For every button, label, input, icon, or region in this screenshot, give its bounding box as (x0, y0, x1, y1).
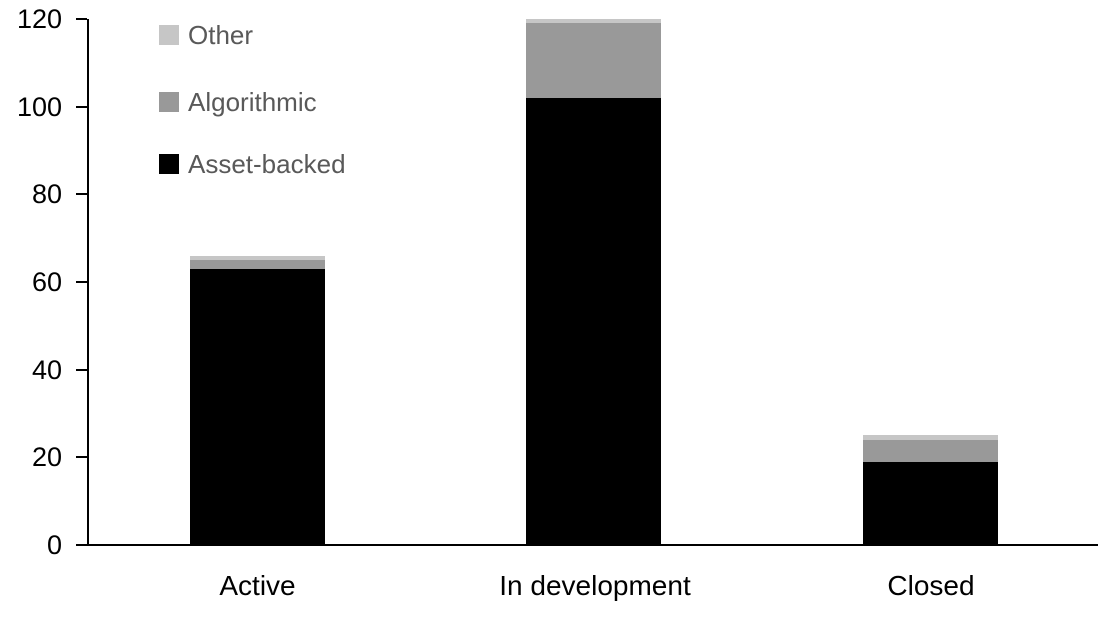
y-tick-label: 0 (46, 530, 62, 560)
y-tick-mark (76, 193, 87, 196)
y-tick-label: 100 (16, 91, 62, 122)
bar-in-development (525, 19, 661, 545)
bar-segment-asset-backed (525, 97, 661, 545)
legend-swatch-icon (159, 92, 179, 112)
legend-item-other: Other (159, 20, 253, 50)
y-tick-label: 60 (31, 267, 62, 297)
bar-segment-algorithmic (190, 260, 325, 269)
legend-item-algorithmic: Algorithmic (159, 87, 317, 117)
bar-segment-algorithmic (525, 23, 661, 98)
y-tick-label: 20 (31, 442, 62, 473)
bar-segment-asset-backed (190, 268, 325, 545)
x-category-label: Active (219, 570, 296, 601)
bar-active (190, 255, 325, 545)
bar-segment-other (525, 19, 661, 24)
x-category-label: Closed (887, 570, 975, 601)
x-category-label: In development (499, 570, 691, 601)
y-tick-label: 80 (31, 179, 62, 210)
y-tick-mark (76, 368, 87, 371)
legend-label: Algorithmic (188, 86, 317, 117)
y-tick-mark (76, 18, 87, 20)
bar-segment-other (190, 255, 325, 261)
legend-item-asset-backed: Asset-backed (159, 149, 346, 179)
y-tick-label: 120 (16, 4, 62, 34)
bar-segment-algorithmic (862, 439, 998, 462)
x-axis (87, 544, 1098, 546)
bar-segment-other (862, 435, 998, 440)
y-tick-mark (76, 456, 87, 459)
y-tick-mark (76, 544, 87, 546)
legend-label: Other (188, 19, 254, 50)
legend-label: Asset-backed (188, 148, 346, 179)
bar-segment-asset-backed (862, 461, 998, 545)
y-axis (87, 19, 89, 546)
bar-closed (862, 435, 998, 545)
legend-swatch-icon (159, 25, 179, 45)
legend-swatch-icon (159, 154, 179, 174)
y-tick-mark (76, 105, 87, 108)
y-tick-mark (76, 281, 87, 283)
y-tick-label: 40 (31, 354, 62, 385)
